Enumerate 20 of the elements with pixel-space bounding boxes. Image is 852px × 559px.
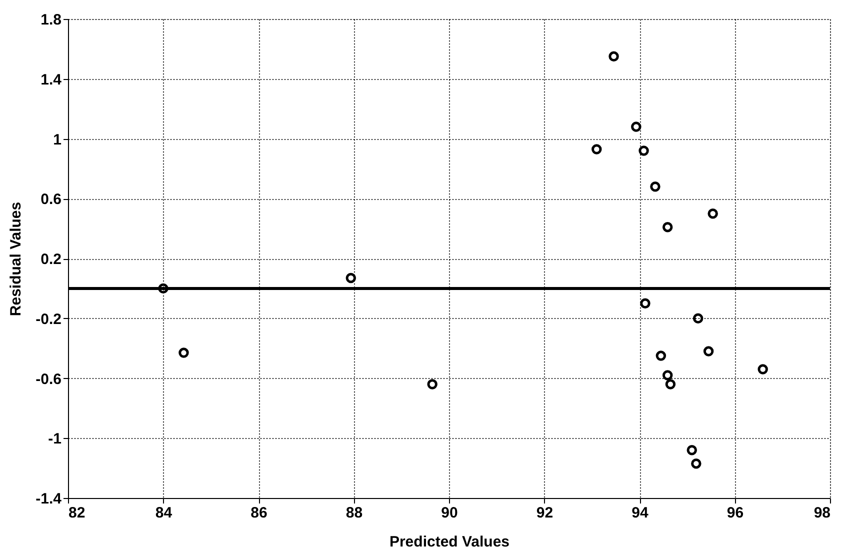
x-tick-label: 98 [814, 504, 830, 522]
y-tick-label: -1 [48, 430, 62, 448]
x-tick-label: 92 [536, 504, 554, 522]
y-tick-label: 1.8 [40, 12, 62, 28]
x-tick-label: 96 [726, 504, 744, 522]
x-tick-label: 82 [68, 504, 86, 522]
y-tick-label: 0.2 [40, 251, 62, 268]
y-axis-title: Residual Values [8, 202, 25, 316]
x-tick-label: 88 [346, 504, 363, 522]
y-tick-label: -0.6 [36, 370, 62, 388]
y-tick-label: 1 [53, 131, 62, 148]
x-tick-label: 90 [441, 504, 458, 522]
y-tick-label: -0.2 [36, 310, 62, 328]
x-tick-label: 86 [250, 504, 268, 522]
x-tick-label: 84 [155, 504, 173, 522]
y-tick-label: 1.4 [40, 71, 62, 88]
y-tick-label: 0.6 [40, 191, 62, 208]
x-axis-title: Predicted Values [389, 534, 510, 550]
x-tick-label: 94 [632, 504, 649, 522]
y-tick-label: -1.4 [36, 490, 62, 508]
